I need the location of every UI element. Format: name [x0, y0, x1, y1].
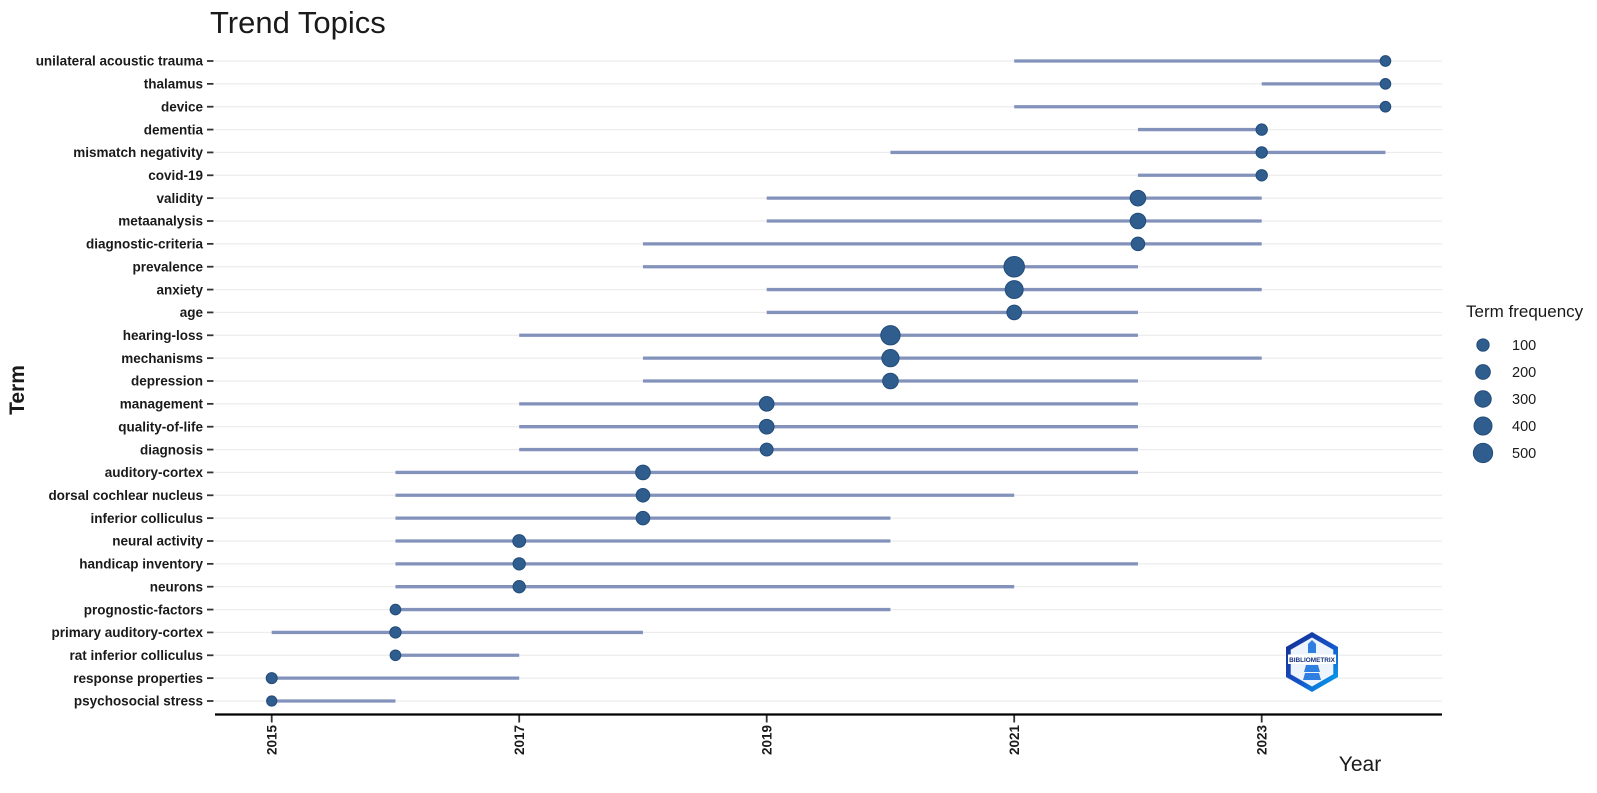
term-label: dorsal cochlear nucleus: [48, 488, 203, 503]
term-dot: [1003, 255, 1025, 278]
term-dot: [389, 626, 402, 639]
term-label: prevalence: [132, 259, 203, 274]
chart-title: Trend Topics: [210, 5, 386, 40]
legend-size-label: 500: [1512, 446, 1536, 462]
legend-title: Term frequency: [1466, 302, 1584, 321]
term-label: device: [161, 99, 204, 114]
term-label: depression: [131, 374, 203, 389]
term-dot: [512, 557, 526, 571]
term-dot: [635, 487, 651, 503]
term-dot: [758, 418, 775, 435]
term-dot: [1006, 304, 1023, 321]
term-dot: [1129, 212, 1147, 230]
term-dot: [512, 580, 526, 594]
term-label: covid-19: [148, 168, 203, 183]
term-dot: [389, 603, 402, 616]
term-dot: [1255, 123, 1268, 136]
term-dot: [1255, 146, 1268, 159]
x-tick-label: 2023: [1255, 725, 1270, 756]
logo-lighthouse-base: [1303, 665, 1321, 680]
legend: Term frequency 100 200 300 400 500: [1466, 302, 1584, 464]
legend-dot: [1476, 338, 1490, 352]
term-label: mechanisms: [121, 351, 203, 366]
term-dot: [1379, 55, 1392, 67]
term-label: diagnosis: [140, 442, 203, 457]
term-dot: [265, 672, 278, 685]
term-label: thalamus: [144, 77, 203, 92]
legend-size-label: 300: [1512, 392, 1536, 408]
legend-size-label: 100: [1512, 338, 1536, 354]
term-label: neurons: [150, 579, 203, 594]
term-label: diagnostic-criteria: [86, 237, 204, 252]
term-label: age: [180, 305, 204, 320]
term-label: prognostic-factors: [84, 602, 203, 617]
y-axis-labels: unilateral acoustic trauma thalamus device…: [36, 54, 214, 709]
term-dot: [266, 695, 278, 707]
term-dot: [635, 510, 651, 526]
term-label: auditory-cortex: [105, 465, 204, 480]
term-label: mismatch negativity: [73, 145, 203, 160]
term-dot: [1255, 169, 1268, 182]
term-dot: [1004, 280, 1024, 300]
logo-text: BIBLIOMETRIX: [1289, 657, 1336, 664]
logo-lighthouse-top: [1308, 640, 1316, 653]
term-label: unilateral acoustic trauma: [36, 54, 204, 69]
term-label: dementia: [144, 122, 204, 137]
term-dot: [512, 534, 527, 548]
term-dot: [1130, 236, 1146, 252]
legend-dot: [1474, 390, 1492, 408]
legend-dot: [1472, 442, 1494, 464]
legend-dot: [1473, 416, 1493, 436]
term-label: response properties: [73, 671, 203, 686]
term-label: handicap inventory: [79, 557, 203, 572]
term-label: metaanalysis: [118, 214, 203, 229]
term-dot: [881, 349, 900, 368]
legend-dot: [1475, 364, 1491, 380]
term-label: quality-of-life: [118, 419, 203, 434]
term-label: hearing-loss: [123, 328, 203, 343]
term-label: primary auditory-cortex: [51, 625, 203, 640]
term-dot: [1379, 100, 1392, 113]
term-label: validity: [156, 191, 203, 206]
term-dot: [635, 464, 651, 481]
term-label: rat inferior colliculus: [69, 648, 203, 663]
legend-size-label: 200: [1512, 365, 1536, 381]
term-dot: [389, 649, 402, 662]
legend-size-label: 400: [1512, 419, 1536, 435]
term-dot: [1379, 78, 1392, 90]
term-dot: [1129, 189, 1147, 207]
legend-items: 100 200 300 400 500: [1472, 338, 1536, 464]
term-label: anxiety: [156, 282, 203, 297]
term-frequency-dots: [265, 55, 1392, 707]
term-span-lines: [271, 59, 1386, 703]
term-label: psychosocial stress: [74, 694, 203, 709]
x-axis-title: Year: [1339, 753, 1381, 776]
y-axis-title: Term: [6, 365, 29, 415]
term-dot: [759, 442, 774, 457]
bibliometrix-logo: BIBLIOMETRIX: [1286, 632, 1338, 692]
logo-ribbon: [1288, 654, 1336, 664]
term-label: inferior colliculus: [90, 511, 203, 526]
term-label: management: [120, 397, 204, 412]
x-tick-label: 2017: [512, 725, 527, 755]
term-label: neural activity: [112, 534, 203, 549]
x-tick-label: 2015: [265, 725, 280, 756]
term-dot: [882, 372, 899, 390]
term-dot: [758, 396, 775, 412]
x-tick-label: 2019: [760, 725, 775, 755]
x-axis-ticks: 2015 2017 2019 2021 2023: [265, 715, 1270, 756]
x-tick-label: 2021: [1007, 725, 1022, 756]
term-dot: [880, 325, 901, 346]
